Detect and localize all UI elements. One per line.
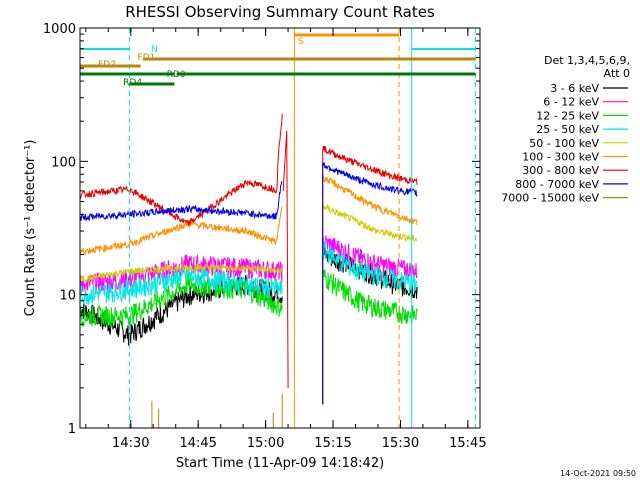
legend-entry-label: 300 - 800 keV bbox=[522, 164, 599, 177]
plot-frame bbox=[79, 27, 481, 429]
legend-header-line-2: Att 0 bbox=[604, 67, 630, 80]
y-tick-label: 1000 bbox=[43, 22, 76, 37]
legend-entry-label: 100 - 300 keV bbox=[522, 151, 599, 164]
bar-label-rd0: RD0 bbox=[167, 70, 186, 80]
series-line-300-800-kev-post bbox=[322, 145, 418, 405]
spike-line bbox=[282, 130, 289, 388]
legend-entry-label: 12 - 25 keV bbox=[536, 109, 599, 122]
series-line-100-300-kev-post bbox=[322, 174, 418, 405]
series-line-12-25-kev-pre bbox=[80, 274, 283, 328]
bar-label-s: S bbox=[298, 37, 304, 47]
x-tick-label: 15:45 bbox=[449, 436, 486, 451]
legend-entry-label: 800 - 7000 keV bbox=[515, 178, 599, 191]
bar-label-fd2: FD2 bbox=[98, 60, 116, 70]
series-line-50-100-kev-pre bbox=[80, 263, 283, 284]
data-layer bbox=[80, 113, 418, 428]
chart-title: RHESSI Observing Summary Count Rates bbox=[125, 3, 435, 21]
x-tick-label: 14:45 bbox=[179, 436, 216, 451]
x-axis-label: Start Time (11-Apr-09 14:18:42) bbox=[176, 456, 384, 471]
x-tick-label: 15:30 bbox=[382, 436, 419, 451]
series-line-100-300-kev-pre bbox=[80, 206, 283, 255]
series-line-6-12-kev-pre bbox=[80, 253, 283, 295]
timestamp: 14-Oct-2021 09:50 bbox=[560, 469, 636, 478]
series-line-25-50-kev-pre bbox=[80, 266, 283, 305]
series-line-800-7000-kev-pre bbox=[80, 181, 283, 222]
y-tick-label: 10 bbox=[59, 289, 76, 304]
bar-label-n: N bbox=[151, 45, 158, 55]
x-tick-label: 15:00 bbox=[247, 436, 284, 451]
attenuator-bars: N S FD1 FD2 RD0 RD4 bbox=[80, 33, 476, 88]
legend-entry-label: 50 - 100 keV bbox=[529, 137, 599, 150]
legend-entry-label: 25 - 50 keV bbox=[536, 123, 599, 136]
x-tick-label: 14:30 bbox=[112, 436, 149, 451]
x-tick-label: 15:15 bbox=[314, 436, 351, 451]
y-tick-label: 100 bbox=[51, 155, 76, 170]
bar-label-rd4: RD4 bbox=[123, 78, 142, 88]
y-axis-label: Count Rate (s⁻¹ detector⁻¹) bbox=[23, 140, 38, 317]
legend-entry-label: 7000 - 15000 keV bbox=[501, 192, 599, 205]
series-line-300-800-kev-pre bbox=[80, 113, 283, 226]
y-tick-label: 1 bbox=[68, 422, 76, 437]
legend-entry-label: 3 - 6 keV bbox=[550, 82, 599, 95]
series-line-25-50-kev-post bbox=[322, 241, 418, 405]
axis-layer: 1 10 100 1000 14:30 14:45 15:00 15:15 15:30 15:45 bbox=[43, 22, 487, 451]
series-line-50-100-kev-post bbox=[322, 203, 418, 405]
bar-label-fd1: FD1 bbox=[138, 53, 156, 63]
series-line-12-25-kev-post bbox=[322, 269, 418, 405]
legend-entry-label: 6 - 12 keV bbox=[543, 96, 599, 109]
series-line-800-7000-kev-post bbox=[322, 162, 418, 405]
legend-header-line-1: Det 1,3,4,5,6,9, bbox=[544, 54, 630, 67]
